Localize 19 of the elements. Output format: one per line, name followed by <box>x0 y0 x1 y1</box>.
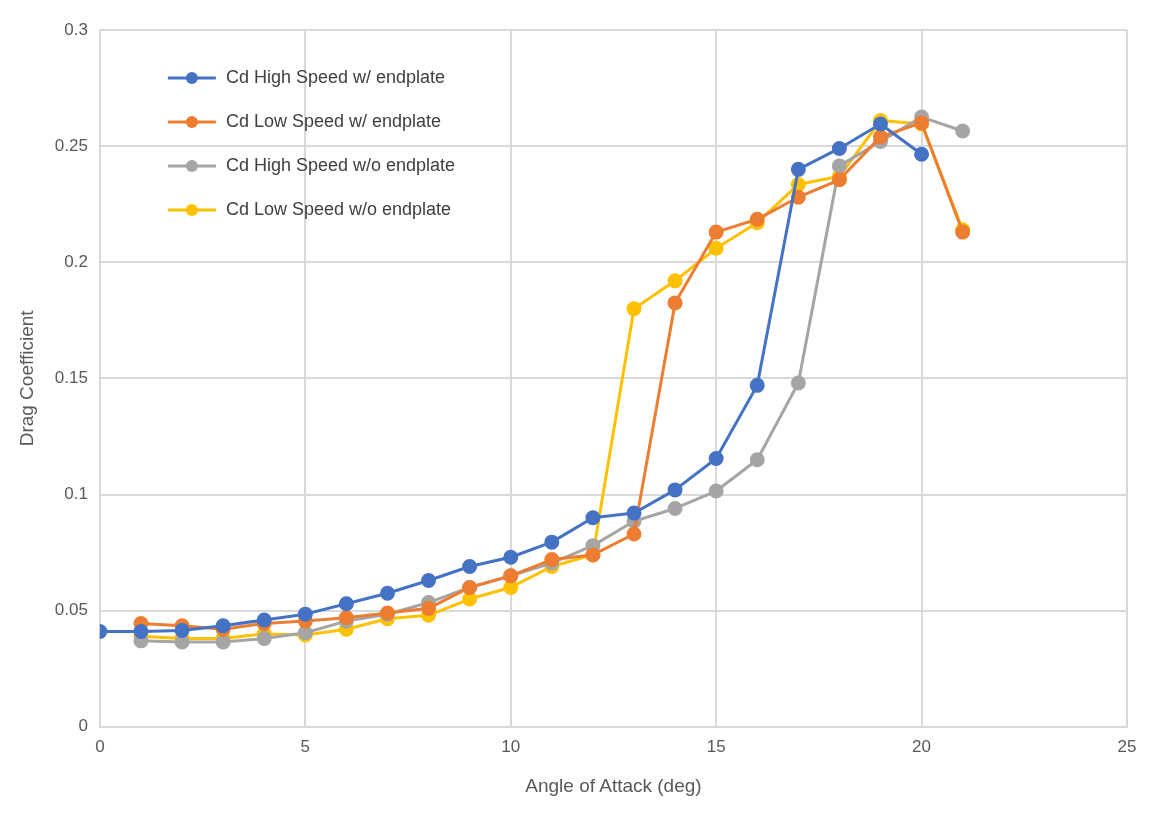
y-axis-title: Drag Coefficient <box>15 309 37 447</box>
y-tick-label: 0.1 <box>64 484 88 504</box>
x-tick-label: 25 <box>1117 736 1137 756</box>
y-tick-label: 0.25 <box>54 135 88 155</box>
x-tick-label: 20 <box>912 736 932 756</box>
x-tick-label: 10 <box>501 736 521 756</box>
x-tick-label: 15 <box>706 736 726 756</box>
x-tick-label: 5 <box>300 736 311 756</box>
legend-label: Cd High Speed w/o endplate <box>225 154 456 175</box>
legend-label: Cd High Speed w/ endplate <box>225 66 446 87</box>
y-tick-label: 0.3 <box>64 19 88 39</box>
y-tick-label: 0.15 <box>54 368 88 388</box>
y-tick-label: 0 <box>78 716 88 736</box>
legend-label: Cd Low Speed w/ endplate <box>225 110 442 131</box>
y-tick-label: 0.05 <box>54 600 88 620</box>
y-tick-label: 0.2 <box>64 251 88 271</box>
legend-label: Cd Low Speed w/o endplate <box>225 198 452 219</box>
x-tick-label: 0 <box>95 736 105 756</box>
x-axis-title: Angle of Attack (deg) <box>525 774 702 796</box>
